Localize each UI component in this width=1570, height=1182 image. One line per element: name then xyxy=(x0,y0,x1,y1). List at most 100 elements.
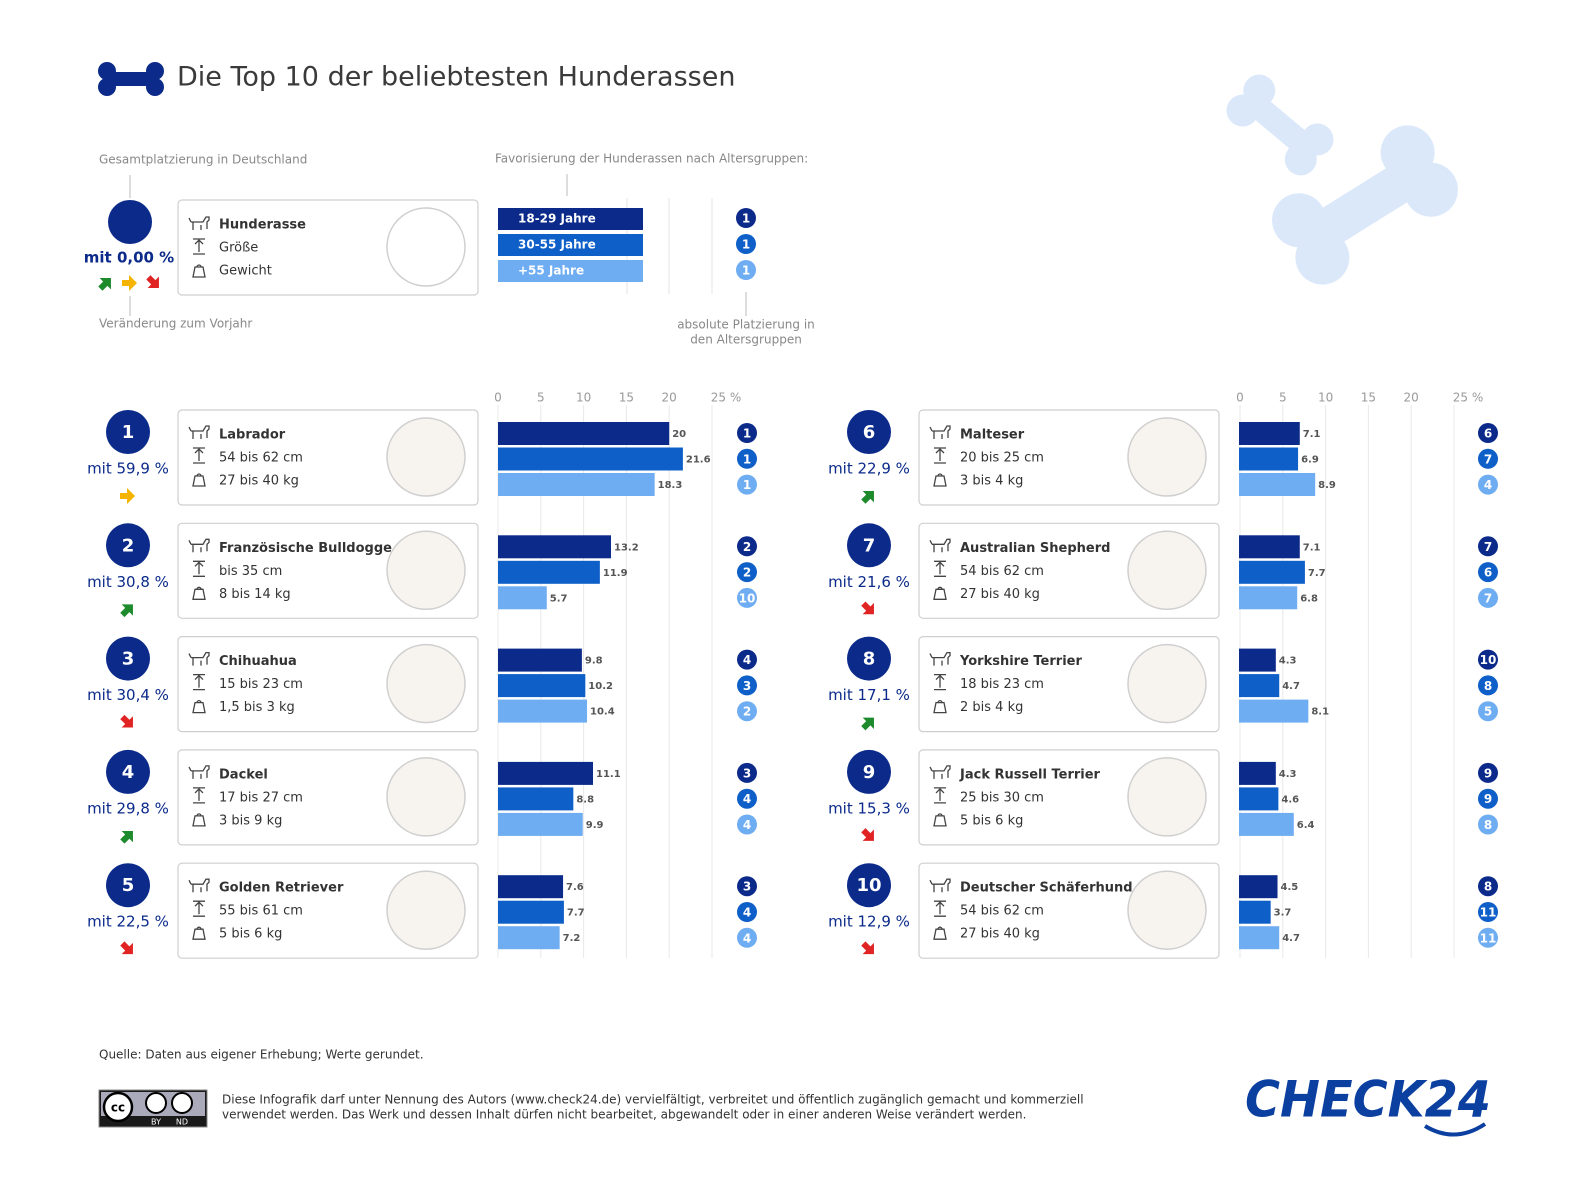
age-rank-circle xyxy=(1478,788,1498,809)
bar xyxy=(1239,648,1276,672)
icon-weight xyxy=(192,699,206,714)
bar-value: 5.7 xyxy=(550,593,568,604)
icon-height xyxy=(934,447,946,464)
bar xyxy=(498,473,655,496)
age-rank-circle xyxy=(1478,536,1498,557)
icon-dog xyxy=(188,651,210,666)
rank-circle xyxy=(847,863,891,908)
bone-shaft xyxy=(107,72,155,86)
change: mit 30,8 % xyxy=(87,573,169,591)
bar-value: 4.5 xyxy=(1281,882,1299,893)
age-rank-circle xyxy=(1478,587,1498,608)
bar-value: 11.1 xyxy=(596,769,621,780)
badge-text: BY xyxy=(151,1118,161,1127)
age-rank-circle xyxy=(737,876,757,897)
bar xyxy=(1239,787,1279,811)
icon-height xyxy=(193,787,205,804)
bar-value: 21.6 xyxy=(686,455,711,466)
bar-value: 6.4 xyxy=(1297,820,1315,831)
legend-group-label: +55 Jahre xyxy=(518,264,584,278)
age-rank: 1 xyxy=(742,212,750,226)
age-rank: 10 xyxy=(739,591,756,605)
rank: 10 xyxy=(856,875,881,896)
icon-dog xyxy=(188,538,210,553)
breed-photo xyxy=(1127,757,1207,837)
age-rank: 2 xyxy=(743,705,751,719)
bar xyxy=(1239,422,1300,445)
bar xyxy=(498,761,594,785)
breed-weight: 5 bis 6 kg xyxy=(219,927,282,942)
bar-value: 7.6 xyxy=(566,882,584,893)
breed-name: Australian Shepherd xyxy=(960,541,1110,556)
badge-text: ND xyxy=(176,1118,188,1127)
age-rank: 8 xyxy=(1484,679,1492,693)
by-icon xyxy=(145,1092,167,1114)
breed-height: 15 bis 23 cm xyxy=(219,677,303,692)
x-tick-label: 25 % xyxy=(1453,391,1484,405)
icon-dog xyxy=(929,878,951,893)
breed-weight: 27 bis 40 kg xyxy=(960,587,1040,602)
legend-group-label: 30-55 Jahre xyxy=(518,238,596,252)
bar-value: 6.9 xyxy=(1301,455,1319,466)
bone-end xyxy=(1284,143,1317,176)
bone-end xyxy=(1226,94,1259,127)
age-rank: 4 xyxy=(743,931,751,945)
breed-name: Dackel xyxy=(219,767,268,782)
decor-bones xyxy=(1226,74,1458,285)
age-rank: 7 xyxy=(1484,452,1492,466)
rank-circle xyxy=(106,636,150,681)
bar-value: 8.1 xyxy=(1311,707,1329,718)
bar xyxy=(498,674,586,698)
legend-group-label: 18-29 Jahre xyxy=(518,212,596,226)
trend-arrow xyxy=(120,604,133,618)
breed-name: Malteser xyxy=(960,428,1025,443)
icon-height xyxy=(193,900,205,917)
x-tick-label: 0 xyxy=(494,391,502,405)
change: mit 17,1 % xyxy=(828,686,910,704)
breed-name: Labrador xyxy=(219,428,286,443)
bar-value: 4.6 xyxy=(1281,794,1299,805)
bar xyxy=(1239,473,1316,496)
age-rank-circle xyxy=(737,762,757,783)
age-rank: 10 xyxy=(1480,653,1497,667)
bar xyxy=(1239,674,1280,698)
age-rank: 1 xyxy=(743,478,751,492)
title: Die Top 10 der beliebtesten Hunderassen xyxy=(177,62,735,93)
age-rank: 1 xyxy=(742,264,750,278)
bar xyxy=(1239,812,1294,836)
age-rank-circle xyxy=(1478,701,1498,722)
icon-dog xyxy=(188,878,210,893)
legend-rank-circle xyxy=(108,200,152,244)
logo-smile xyxy=(1423,1122,1487,1137)
age-rank: 4 xyxy=(743,818,751,832)
rank: 2 xyxy=(122,535,135,556)
bar-value: 10.4 xyxy=(590,707,615,718)
age-rank-circle xyxy=(736,260,756,280)
age-rank: 2 xyxy=(743,540,751,554)
breed-weight: 5 bis 6 kg xyxy=(960,813,1023,828)
legend-swatch xyxy=(498,260,643,282)
icon-height xyxy=(193,447,205,464)
bar-value: 7.1 xyxy=(1303,542,1321,553)
breed-height: bis 35 cm xyxy=(219,564,282,579)
rank-circle xyxy=(106,749,150,794)
bar-value: 8.8 xyxy=(576,794,594,805)
x-tick-label: 20 xyxy=(662,391,677,405)
age-rank-circle xyxy=(737,701,757,722)
bone-end xyxy=(1295,230,1350,285)
trend-arrow xyxy=(861,491,874,504)
age-rank: 3 xyxy=(743,880,751,894)
bar-value: 7.1 xyxy=(1303,429,1321,440)
rank-circle xyxy=(106,863,150,908)
bone-large xyxy=(1272,125,1458,285)
bar-value: 11.9 xyxy=(603,568,628,579)
age-rank-circle xyxy=(1478,675,1498,696)
bone-end xyxy=(98,62,116,80)
bar xyxy=(1239,761,1276,785)
x-tick-label: 15 xyxy=(619,391,634,405)
age-rank: 7 xyxy=(1484,591,1492,605)
legend-swatch xyxy=(498,234,643,256)
age-rank-circle xyxy=(736,208,756,228)
icon-height xyxy=(193,560,205,577)
